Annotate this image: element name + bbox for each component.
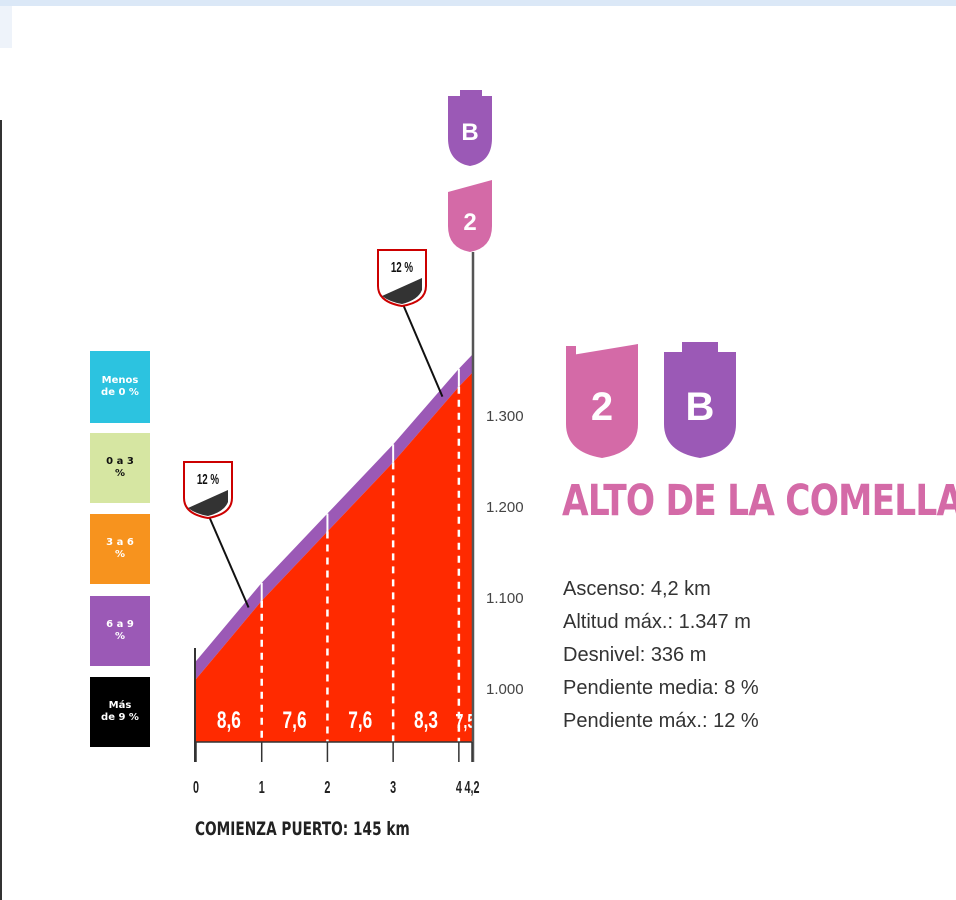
left-edge-line bbox=[0, 120, 2, 900]
legend-label: 0 a 3 % bbox=[106, 456, 134, 479]
segment-gradient-label: 7,6 bbox=[348, 707, 372, 733]
max-gradient-wedge bbox=[188, 490, 228, 516]
stat-max-gradient: Pendiente máx.: 12 % bbox=[563, 710, 759, 732]
legend-item-below-0: Menos de 0 % bbox=[90, 351, 150, 423]
stat-average-gradient: Pendiente media: 8 % bbox=[563, 677, 759, 699]
x-tick-label: 0 bbox=[193, 778, 199, 797]
special-badge-large: B bbox=[664, 342, 736, 458]
summit-badge-special: B bbox=[448, 90, 492, 166]
y-tick-label: 1.000 bbox=[486, 681, 524, 698]
legend-item-0-3: 0 a 3 % bbox=[90, 433, 150, 503]
legend-label: Menos de 0 % bbox=[101, 375, 139, 398]
summit-badge-category-label: 2 bbox=[463, 209, 476, 236]
legend-label: 6 a 9 % bbox=[106, 619, 134, 642]
max-gradient-label: 12 % bbox=[391, 259, 413, 276]
climb-name: ALTO DE LA COMELLA bbox=[562, 476, 956, 526]
segment-gradient-label: 7,6 bbox=[283, 707, 307, 733]
max-gradient-wedge bbox=[382, 278, 422, 304]
top-bar-tab bbox=[0, 6, 12, 48]
category-badge-large: 2 bbox=[566, 344, 638, 458]
y-tick-label: 1.300 bbox=[486, 408, 524, 425]
segment-gradient-label: 8,3 bbox=[414, 707, 438, 733]
climb-start-label: COMIENZA PUERTO: 145 km bbox=[195, 818, 410, 840]
gradient-band bbox=[196, 355, 472, 680]
y-tick-label: 1.100 bbox=[486, 590, 524, 607]
x-tick-label: 4 bbox=[456, 778, 463, 797]
legend-item-3-6: 3 a 6 % bbox=[90, 514, 150, 584]
summit-badge-category: 2 bbox=[448, 180, 492, 252]
y-tick-label: 1.200 bbox=[486, 499, 524, 516]
segment-gradient-label: 7,5 bbox=[455, 710, 475, 733]
x-tick-label: 1 bbox=[259, 778, 265, 797]
x-tick-label: 4,2 bbox=[464, 778, 479, 797]
legend-label: 3 a 6 % bbox=[106, 537, 134, 560]
stat-ascent: Ascenso: 4,2 km bbox=[563, 578, 711, 600]
plot-area: 8,6 7,6 7,6 8,3 7,5 0 1 2 3 4 4,2 1.000 1.100 1.200 1.… bbox=[183, 249, 524, 798]
max-gradient-label: 12 % bbox=[197, 471, 219, 488]
legend-label: Más de 9 % bbox=[101, 700, 139, 723]
segment-gradient-label: 8,6 bbox=[217, 707, 241, 733]
annotation-pointer bbox=[207, 513, 250, 608]
legend-item-6-9: 6 a 9 % bbox=[90, 596, 150, 666]
x-tick-label: 2 bbox=[324, 778, 330, 797]
summit-badge-special-label: B bbox=[461, 119, 478, 146]
elevation-area bbox=[196, 373, 472, 742]
legend-item-above-9: Más de 9 % bbox=[90, 677, 150, 747]
special-badge-large-label: B bbox=[686, 385, 715, 429]
top-bar bbox=[0, 0, 956, 6]
x-tick-label: 3 bbox=[390, 778, 396, 797]
category-badge-large-label: 2 bbox=[591, 385, 613, 429]
stat-elevation-gain: Desnivel: 336 m bbox=[563, 644, 707, 666]
annotation-pointer bbox=[401, 301, 444, 398]
stat-max-altitude: Altitud máx.: 1.347 m bbox=[563, 611, 751, 633]
